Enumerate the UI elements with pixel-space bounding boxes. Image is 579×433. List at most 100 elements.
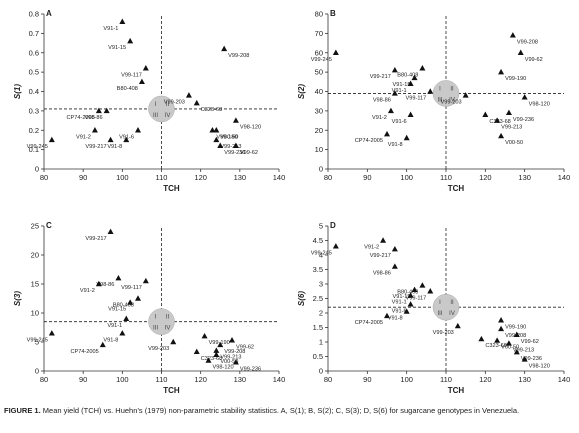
panel-c-point-label: V99-236 <box>240 366 261 372</box>
panel-a-point-label: V91-1 <box>103 26 118 32</box>
panel-d: D 80 90 100 110 120 130 140 0 0.5 1 1.5 2 2.5 3 3.5 4 4.5… <box>297 221 570 395</box>
panel-a-point <box>138 78 145 85</box>
panel-d-point <box>384 312 390 319</box>
panel-b: B 80 90 100 110 120 130 140 0 10 20 30 40 50 60 70 80 TCH… <box>297 9 570 193</box>
panel-a-point <box>185 92 192 98</box>
panel-c-point-label: V99-62 <box>236 344 254 350</box>
panel-b-point-label: V91-15 <box>392 82 410 88</box>
panel-c-point <box>217 341 224 348</box>
panel-d-point-label: V99-236 <box>521 356 542 362</box>
panel-a-y-tick-label: 0.8 <box>29 10 39 19</box>
panel-d-y-tick-label: 3 <box>319 280 323 289</box>
panel-a-y-tick-label: 0 <box>35 165 39 174</box>
panel-b-x-tick-label: 140 <box>558 173 571 182</box>
panel-a-quadrant-circle <box>148 95 175 123</box>
panel-d-point <box>478 335 485 342</box>
panel-c-point-label: V91-2 <box>80 288 95 294</box>
panel-a-point <box>135 127 141 133</box>
panel-a-x-axis-label: TCH <box>163 184 180 193</box>
panel-d-point <box>403 308 410 314</box>
panel-b-point <box>427 88 434 94</box>
panel-a-point <box>221 45 228 52</box>
panel-b-point-label: V00-50 <box>505 140 523 146</box>
panel-b-x-axis-label: TCH <box>448 184 465 193</box>
panel-a-point-label: V99-117 <box>121 72 142 78</box>
panel-b-quadrant-label: II <box>450 86 454 92</box>
panel-a-point <box>217 142 224 148</box>
panel-b-point <box>509 32 516 38</box>
panel-b-point <box>384 130 390 137</box>
panel-a-point-label: V99-217 <box>85 144 106 150</box>
panel-a-x-tick-label: 120 <box>194 173 207 182</box>
panel-c-point-label: B80-408 <box>113 303 134 309</box>
figure-caption-label: FIGURE 1. <box>4 406 41 415</box>
panel-a-point <box>209 127 216 133</box>
panel-c-point-label: V99-117 <box>121 285 142 291</box>
panel-d-point <box>419 282 426 288</box>
panel-a-y-tick-label: 0.2 <box>29 126 39 135</box>
panel-b-point <box>411 74 418 81</box>
panel-d-point-label: V91-15 <box>392 294 410 300</box>
panel-a-point <box>95 107 102 114</box>
panel-d-point-label: V99-217 <box>370 253 391 259</box>
panel-d-y-tick-label: 2.5 <box>313 294 323 303</box>
panel-b-y-tick-label: 70 <box>315 29 323 38</box>
panel-b-point <box>403 134 410 141</box>
figure-caption-text: Mean yield (TCH) vs. Huehn’s (1979) non-… <box>42 406 520 415</box>
panel-a-point-label: C323-68 <box>201 107 222 113</box>
panel-b-y-tick-label: 10 <box>315 145 323 154</box>
panel-a-point <box>103 107 110 114</box>
panel-c-y-axis-label: S(3) <box>13 291 22 306</box>
panel-d-point <box>513 331 520 337</box>
panel-d-point <box>498 325 505 332</box>
panel-a-x-tick-label: 110 <box>156 173 168 182</box>
panel-c-point-label: V91-1 <box>107 323 122 329</box>
panel-d-x-axis-label: TCH <box>448 386 465 395</box>
panel-c-point-label: V98-120 <box>213 365 234 371</box>
panel-d-point <box>407 301 414 307</box>
panel-c-point <box>115 275 122 281</box>
panel-b-point-label: V99-62 <box>525 57 543 63</box>
panel-b-point-label: V91-2 <box>372 115 387 121</box>
panel-d-point <box>505 340 512 346</box>
panel-d-y-tick-label: 4.5 <box>313 236 323 245</box>
panel-d-y-tick-label: 4 <box>319 251 323 260</box>
panel-c-point-label: V91-8 <box>103 337 118 343</box>
panel-b-point <box>494 117 501 123</box>
panel-c-point <box>193 348 200 355</box>
panel-c-quadrant-label: II <box>166 315 170 321</box>
panel-a-point <box>48 136 55 143</box>
panel-d-y-tick-label: 1.5 <box>313 323 323 332</box>
panel-a-point-label: V98-120 <box>240 125 261 131</box>
panel-c-point <box>123 315 130 321</box>
panel-d-point <box>454 322 461 329</box>
panel-b-letter: B <box>330 9 336 18</box>
panel-a-point-label: V99-190 <box>216 134 237 140</box>
panel-b-quadrant-label: III <box>437 97 442 103</box>
panel-c-letter: C <box>46 221 52 230</box>
panel-d-y-tick-label: 0 <box>319 367 323 376</box>
panel-d-y-tick-label: 1 <box>319 338 323 347</box>
panel-d-x-tick-label: 80 <box>324 375 332 384</box>
panel-b-point <box>391 90 398 96</box>
panel-b-point-label: V99-213 <box>501 125 522 131</box>
panel-c-y-tick-label: 5 <box>35 338 39 347</box>
panel-d-x-tick-label: 110 <box>440 375 452 384</box>
panel-c-point-label: V99-208 <box>224 349 245 355</box>
panel-b-y-tick-label: 20 <box>315 126 323 135</box>
panel-b-point-label: V99-190 <box>505 76 526 82</box>
panel-c-y-tick-label: 15 <box>31 280 39 289</box>
panel-c-point-label: V00-50 <box>220 359 238 365</box>
panel-d-point <box>494 337 501 343</box>
panel-a-quadrant-label: IV <box>165 113 171 119</box>
panel-b-point-label: V91-6 <box>392 119 407 125</box>
panel-b-point <box>505 109 512 116</box>
panel-b-point-label: V91-1 <box>392 88 407 94</box>
panel-c-point-label: V91-15 <box>108 307 126 313</box>
panel-b-point <box>498 68 505 75</box>
panel-a-y-tick-label: 0.6 <box>29 48 39 57</box>
panel-b-y-tick-label: 50 <box>315 68 323 77</box>
panel-d-y-tick-label: 2 <box>319 309 323 318</box>
panel-d-quadrant-circle <box>432 293 460 321</box>
panel-d-point-label: V98-120 <box>529 363 550 369</box>
